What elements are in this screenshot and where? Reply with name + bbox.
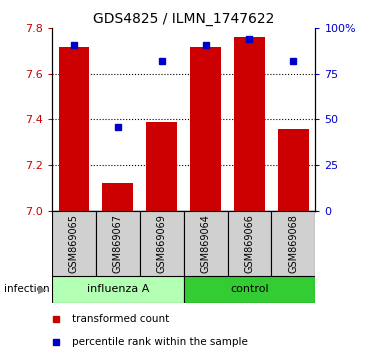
Text: infection: infection xyxy=(4,284,49,295)
Bar xyxy=(184,211,227,276)
Text: GSM869067: GSM869067 xyxy=(113,214,123,273)
Bar xyxy=(140,211,184,276)
Text: GSM869068: GSM869068 xyxy=(288,214,298,273)
Bar xyxy=(59,46,89,211)
Text: GSM869069: GSM869069 xyxy=(157,214,167,273)
Text: ▶: ▶ xyxy=(39,284,47,295)
Text: GSM869065: GSM869065 xyxy=(69,214,79,273)
Bar xyxy=(272,211,315,276)
Bar xyxy=(184,276,315,303)
Bar xyxy=(227,211,272,276)
Bar xyxy=(102,183,133,211)
Bar xyxy=(52,276,184,303)
Bar xyxy=(278,129,309,211)
Text: GSM869066: GSM869066 xyxy=(244,214,255,273)
Bar xyxy=(234,38,265,211)
Text: transformed count: transformed count xyxy=(72,314,170,324)
Bar xyxy=(190,46,221,211)
Bar xyxy=(96,211,140,276)
Text: percentile rank within the sample: percentile rank within the sample xyxy=(72,337,248,347)
Text: influenza A: influenza A xyxy=(86,284,149,295)
Bar xyxy=(146,122,177,211)
Title: GDS4825 / ILMN_1747622: GDS4825 / ILMN_1747622 xyxy=(93,12,274,26)
Text: GSM869064: GSM869064 xyxy=(201,214,211,273)
Text: control: control xyxy=(230,284,269,295)
Bar xyxy=(52,211,96,276)
